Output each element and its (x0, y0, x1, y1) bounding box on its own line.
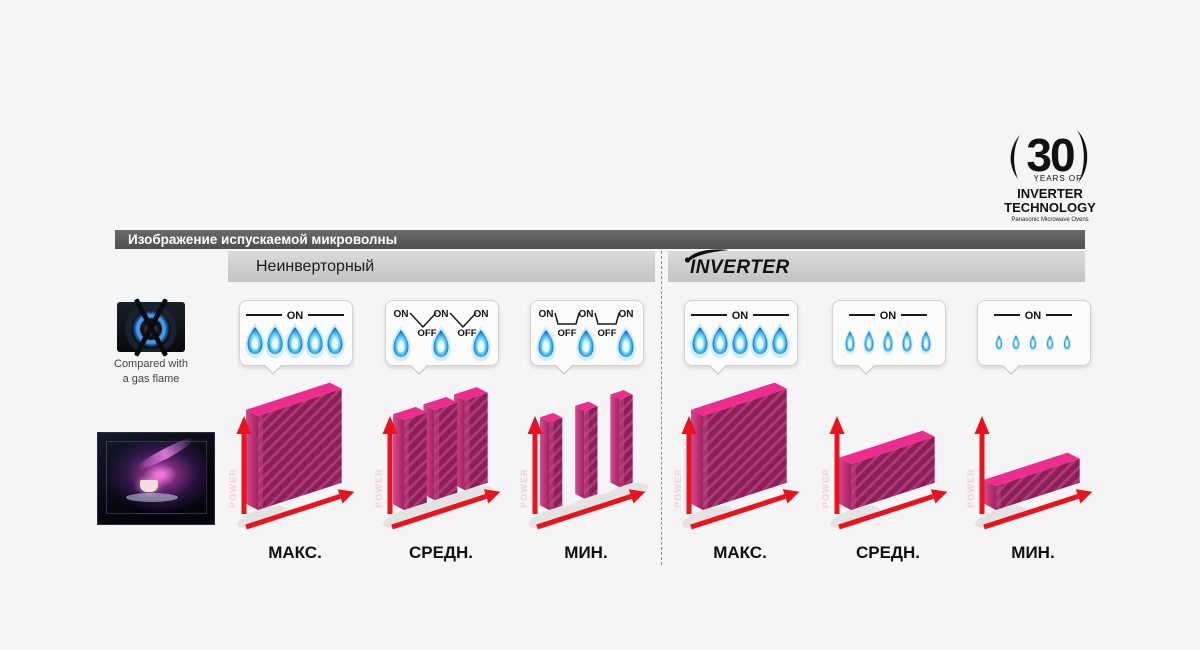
flame-pattern-graphic: ON (994, 310, 1072, 352)
power-block-graphic: POWER (374, 387, 501, 530)
flame-bubble: ON (977, 300, 1091, 375)
microwave-plate (125, 493, 178, 503)
svg-text:OFF: OFF (418, 328, 437, 339)
svg-text:ON: ON (434, 309, 449, 320)
power-level-label: МАКС. (268, 543, 322, 562)
flame-bubble: ON (684, 300, 798, 375)
flame-pattern-graphic: ON ON ON OFF OFF (391, 309, 491, 361)
flame-pattern-graphic: ON (690, 310, 790, 359)
power-level-label: СРЕДН. (855, 543, 921, 562)
svg-text:POWER: POWER (966, 468, 976, 508)
flame-bubble: ON (239, 300, 353, 375)
inverter-swoosh-icon (684, 249, 729, 263)
column-inverter-min: ON POWER МИН. (960, 300, 1106, 570)
power-block-graphic: POWER (966, 416, 1093, 530)
compare-caption-line1: Compared with (114, 358, 188, 370)
svg-text:POWER: POWER (374, 468, 384, 508)
compare-caption-line2: a gas flame (122, 372, 180, 385)
power-block-graphic: POWER (673, 382, 800, 530)
column-inverter-max: ON POWER МАКС. (667, 300, 813, 570)
svg-text:POWER: POWER (821, 468, 831, 508)
svg-text:ON: ON (619, 309, 634, 320)
svg-text:ON: ON (579, 309, 594, 320)
column-noninverter-max: ON POWER МАКС. (222, 300, 368, 570)
svg-text:POWER: POWER (228, 468, 238, 508)
svg-text:POWER: POWER (673, 468, 683, 508)
power-block-graphic: POWER (228, 382, 355, 530)
microwave-photo (97, 432, 215, 525)
power-level-label: МАКС. (713, 543, 767, 562)
logo-inverter: INVERTER (1017, 186, 1083, 201)
svg-text:ON: ON (1025, 310, 1042, 322)
30-years-logo: 30 YEARS OF INVERTER TECHNOLOGY Panasoni… (1000, 129, 1100, 223)
column-inverter-medium: ON POWER СРЕДН. (815, 300, 961, 570)
logo-technology: TECHNOLOGY (1004, 200, 1096, 216)
logo-panasonic-line: Panasonic Microwave Ovens (1011, 216, 1089, 223)
flame-pattern-graphic: ON (245, 310, 345, 359)
flame-bubble: ON ON ON OFF OFF (385, 300, 499, 375)
section-bar-inverter: INVERTER (668, 249, 1085, 282)
svg-text:ON: ON (474, 309, 489, 320)
svg-text:POWER: POWER (519, 468, 529, 508)
power-level-label: МИН. (1011, 543, 1055, 562)
svg-text:ON: ON (287, 310, 304, 322)
power-level-label: СРЕДН. (408, 543, 474, 562)
svg-text:ON: ON (394, 309, 409, 320)
inverter-logo-text: INVERTER (690, 257, 790, 278)
inverter-logo: INVERTER (684, 249, 790, 279)
flame-pattern-graphic: ON (844, 310, 932, 355)
compare-caption: Compared with a gas flame (99, 357, 203, 387)
section-divider (661, 251, 662, 565)
microwave-cup (139, 480, 158, 493)
power-block-graphic: POWER (519, 390, 649, 530)
column-noninverter-min: ON ON ON OFF OFF POWER МИН. (513, 300, 659, 570)
page-title: Изображение испускаемой микроволны (128, 232, 398, 247)
svg-text:OFF: OFF (558, 328, 577, 339)
flame-bubble: ON (832, 300, 946, 375)
logo-swoosh-left-icon (1010, 135, 1020, 179)
flame-bubble: ON ON ON OFF OFF (530, 300, 644, 375)
gas-burner-photo (117, 298, 185, 357)
power-block-graphic: POWER (821, 416, 948, 530)
svg-text:OFF: OFF (598, 328, 617, 339)
svg-text:ON: ON (732, 310, 749, 322)
svg-text:OFF: OFF (458, 328, 477, 339)
logo-years-of: YEARS OF (1033, 174, 1082, 183)
logo-30-number-row: 30 (1000, 129, 1100, 183)
power-level-label: МИН. (564, 543, 608, 562)
logo-swoosh-right-icon (1077, 130, 1088, 183)
logo-30-number: 30 (1026, 129, 1075, 181)
column-noninverter-medium: ON ON ON OFF OFF POWER СРЕДН. (368, 300, 514, 570)
page-title-bar: Изображение испускаемой микроволны (115, 230, 1085, 249)
svg-text:ON: ON (880, 310, 897, 322)
section-bar-non-inverter: Неинверторный (228, 251, 655, 282)
svg-text:ON: ON (539, 309, 554, 320)
non-inverter-label: Неинверторный (256, 258, 375, 275)
